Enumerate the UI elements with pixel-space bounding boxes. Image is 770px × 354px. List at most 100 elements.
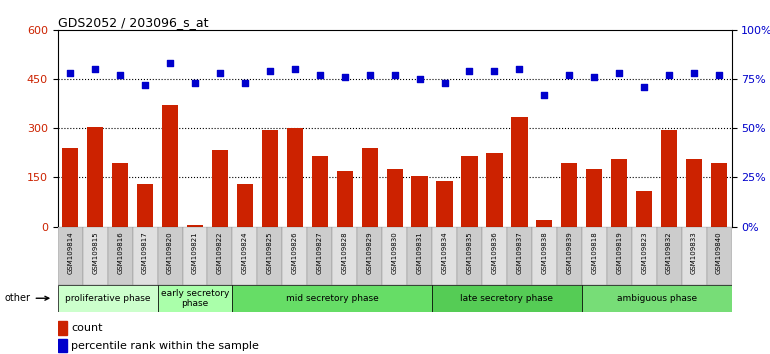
Text: GSM109824: GSM109824: [242, 231, 248, 274]
Text: GSM109825: GSM109825: [267, 231, 273, 274]
Point: [239, 80, 251, 86]
Text: mid secretory phase: mid secretory phase: [286, 294, 379, 303]
Bar: [362, 148, 378, 227]
Text: GSM109839: GSM109839: [566, 231, 572, 274]
Bar: [182, 227, 207, 285]
Bar: [112, 163, 129, 227]
Text: GSM109840: GSM109840: [716, 231, 722, 274]
Bar: [158, 285, 233, 312]
Point: [388, 73, 400, 78]
Point: [89, 67, 102, 72]
Point: [713, 73, 725, 78]
Bar: [87, 127, 103, 227]
Bar: [257, 227, 283, 285]
Point: [638, 84, 651, 90]
Text: late secretory phase: late secretory phase: [460, 294, 554, 303]
Bar: [137, 184, 153, 227]
Text: GSM109833: GSM109833: [691, 231, 697, 274]
Text: GSM109835: GSM109835: [467, 231, 473, 274]
Point: [588, 74, 601, 80]
Text: proliferative phase: proliferative phase: [65, 294, 150, 303]
Text: GSM109820: GSM109820: [167, 231, 173, 274]
Bar: [631, 227, 657, 285]
Bar: [482, 227, 507, 285]
Bar: [357, 227, 382, 285]
Bar: [233, 227, 257, 285]
Bar: [487, 153, 503, 227]
Bar: [411, 176, 427, 227]
Bar: [382, 227, 407, 285]
Point: [263, 69, 276, 74]
Bar: [686, 159, 702, 227]
Text: GSM109819: GSM109819: [616, 231, 622, 274]
Text: GDS2052 / 203096_s_at: GDS2052 / 203096_s_at: [58, 16, 208, 29]
Text: GSM109837: GSM109837: [517, 231, 522, 274]
Text: GSM109831: GSM109831: [417, 231, 423, 274]
Bar: [557, 227, 582, 285]
Bar: [58, 339, 68, 352]
Point: [663, 73, 675, 78]
Bar: [461, 156, 477, 227]
Text: GSM109834: GSM109834: [441, 231, 447, 274]
Bar: [582, 285, 732, 312]
Point: [189, 80, 201, 86]
Text: GSM109838: GSM109838: [541, 231, 547, 274]
Point: [688, 70, 700, 76]
Text: GSM109830: GSM109830: [392, 231, 397, 274]
Text: GSM109832: GSM109832: [666, 231, 672, 274]
Point: [214, 70, 226, 76]
Bar: [437, 181, 453, 227]
Point: [114, 73, 126, 78]
Bar: [611, 159, 628, 227]
Text: percentile rank within the sample: percentile rank within the sample: [71, 341, 259, 350]
Bar: [711, 163, 727, 227]
Bar: [312, 156, 328, 227]
Bar: [58, 227, 82, 285]
Bar: [707, 227, 732, 285]
Point: [514, 67, 526, 72]
Point: [438, 80, 450, 86]
Point: [139, 82, 151, 88]
Bar: [286, 128, 303, 227]
Bar: [336, 171, 353, 227]
Bar: [62, 148, 79, 227]
Point: [538, 92, 551, 98]
Text: GSM109817: GSM109817: [142, 231, 148, 274]
Bar: [58, 321, 68, 335]
Bar: [207, 227, 233, 285]
Bar: [307, 227, 332, 285]
Bar: [407, 227, 432, 285]
Text: GSM109814: GSM109814: [67, 231, 73, 274]
Text: GSM109826: GSM109826: [292, 231, 298, 274]
Point: [164, 61, 176, 66]
Point: [488, 69, 500, 74]
Text: other: other: [5, 293, 49, 303]
Bar: [212, 150, 228, 227]
Bar: [536, 220, 552, 227]
Bar: [432, 227, 457, 285]
Bar: [387, 169, 403, 227]
Point: [64, 70, 76, 76]
Text: GSM109836: GSM109836: [491, 231, 497, 274]
Point: [563, 73, 575, 78]
Bar: [58, 285, 158, 312]
Text: count: count: [71, 323, 102, 333]
Bar: [233, 285, 432, 312]
Bar: [132, 227, 158, 285]
Text: GSM109827: GSM109827: [316, 231, 323, 274]
Bar: [532, 227, 557, 285]
Bar: [332, 227, 357, 285]
Bar: [657, 227, 681, 285]
Bar: [586, 169, 602, 227]
Point: [613, 70, 625, 76]
Point: [339, 74, 351, 80]
Bar: [162, 105, 178, 227]
Bar: [108, 227, 132, 285]
Point: [313, 73, 326, 78]
Text: GSM109815: GSM109815: [92, 231, 99, 274]
Bar: [457, 227, 482, 285]
Text: GSM109828: GSM109828: [342, 231, 348, 274]
Bar: [561, 163, 578, 227]
Point: [363, 73, 376, 78]
Text: early secretory
phase: early secretory phase: [161, 289, 229, 308]
